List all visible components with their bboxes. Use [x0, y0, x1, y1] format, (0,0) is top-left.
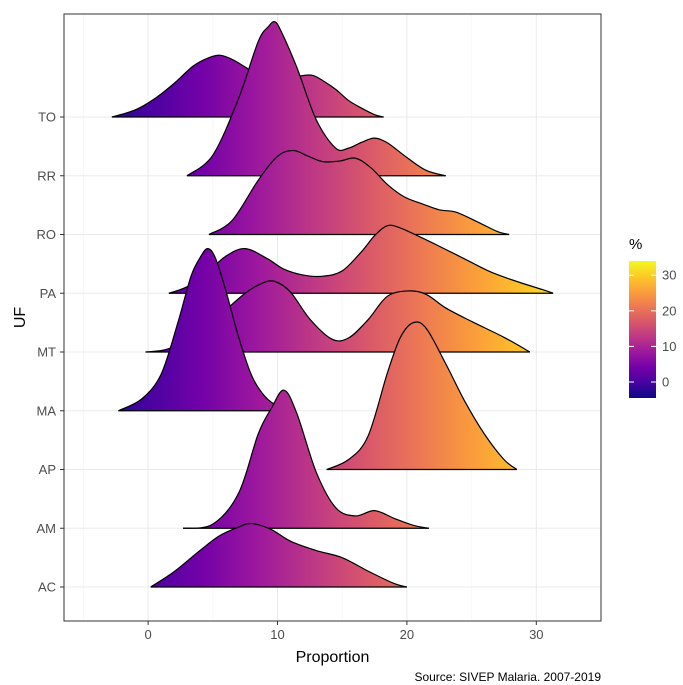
y-axis-title: UF	[12, 307, 29, 329]
x-tick-label: 20	[400, 627, 414, 642]
legend-ticks: 0 10 20 30	[629, 268, 676, 389]
ridge-fill-pa	[168, 225, 554, 294]
ridge-ap	[326, 321, 518, 471]
ridge-am	[182, 389, 430, 529]
ridge-fill-ma	[118, 248, 291, 411]
ridge-ro	[208, 149, 510, 236]
ridge-outline-rr	[186, 21, 446, 177]
y-axis: AC AM AP MA MT PA RO RR TO	[37, 110, 64, 595]
x-tick-label: 30	[529, 627, 543, 642]
ridge-ac	[150, 522, 408, 588]
panel-border	[63, 13, 602, 622]
y-tick-label: TO	[38, 110, 56, 125]
ridge-fill-am	[183, 390, 429, 529]
color-legend: % 0 10 20 30	[629, 236, 676, 398]
y-tick-label: MA	[37, 403, 57, 418]
y-tick-label: MT	[37, 345, 56, 360]
y-tick-label: RR	[37, 168, 56, 183]
ridges	[111, 21, 554, 588]
x-axis: 0 10 20 30	[144, 621, 544, 642]
ridge-fill-rr	[186, 21, 446, 176]
x-tick-label: 0	[144, 627, 151, 642]
ridge-pa	[168, 224, 554, 294]
legend-title: %	[629, 236, 642, 253]
y-tick-label: RO	[37, 227, 57, 242]
legend-tick-label: 20	[662, 303, 676, 318]
y-tick-label: PA	[40, 286, 57, 301]
ridge-outline-ro	[208, 149, 510, 236]
legend-tick-label: 0	[662, 374, 669, 389]
plot-panel	[63, 13, 602, 622]
x-tick-label: 10	[270, 627, 284, 642]
x-axis-title: Proportion	[296, 649, 370, 666]
y-tick-label: AM	[37, 521, 57, 536]
legend-colorbar	[629, 261, 656, 398]
ridge-outline-am	[182, 389, 430, 529]
ridge-fill-mt	[145, 280, 530, 352]
y-tick-label: AP	[39, 462, 56, 477]
y-tick-label: AC	[38, 580, 56, 595]
ridge-fill-ro	[208, 150, 510, 235]
ridge-outline-pa	[168, 224, 554, 294]
legend-tick-label: 10	[662, 339, 676, 354]
legend-tick-label: 30	[662, 268, 676, 283]
ridge-fill-ap	[326, 321, 517, 470]
ridge-outline-ap	[326, 321, 518, 471]
ridge-outline-ma	[118, 248, 291, 412]
ridge-ma	[118, 248, 291, 412]
chart-caption: Source: SIVEP Malaria. 2007-2019	[414, 670, 601, 684]
ridge-outline-ac	[150, 522, 408, 588]
